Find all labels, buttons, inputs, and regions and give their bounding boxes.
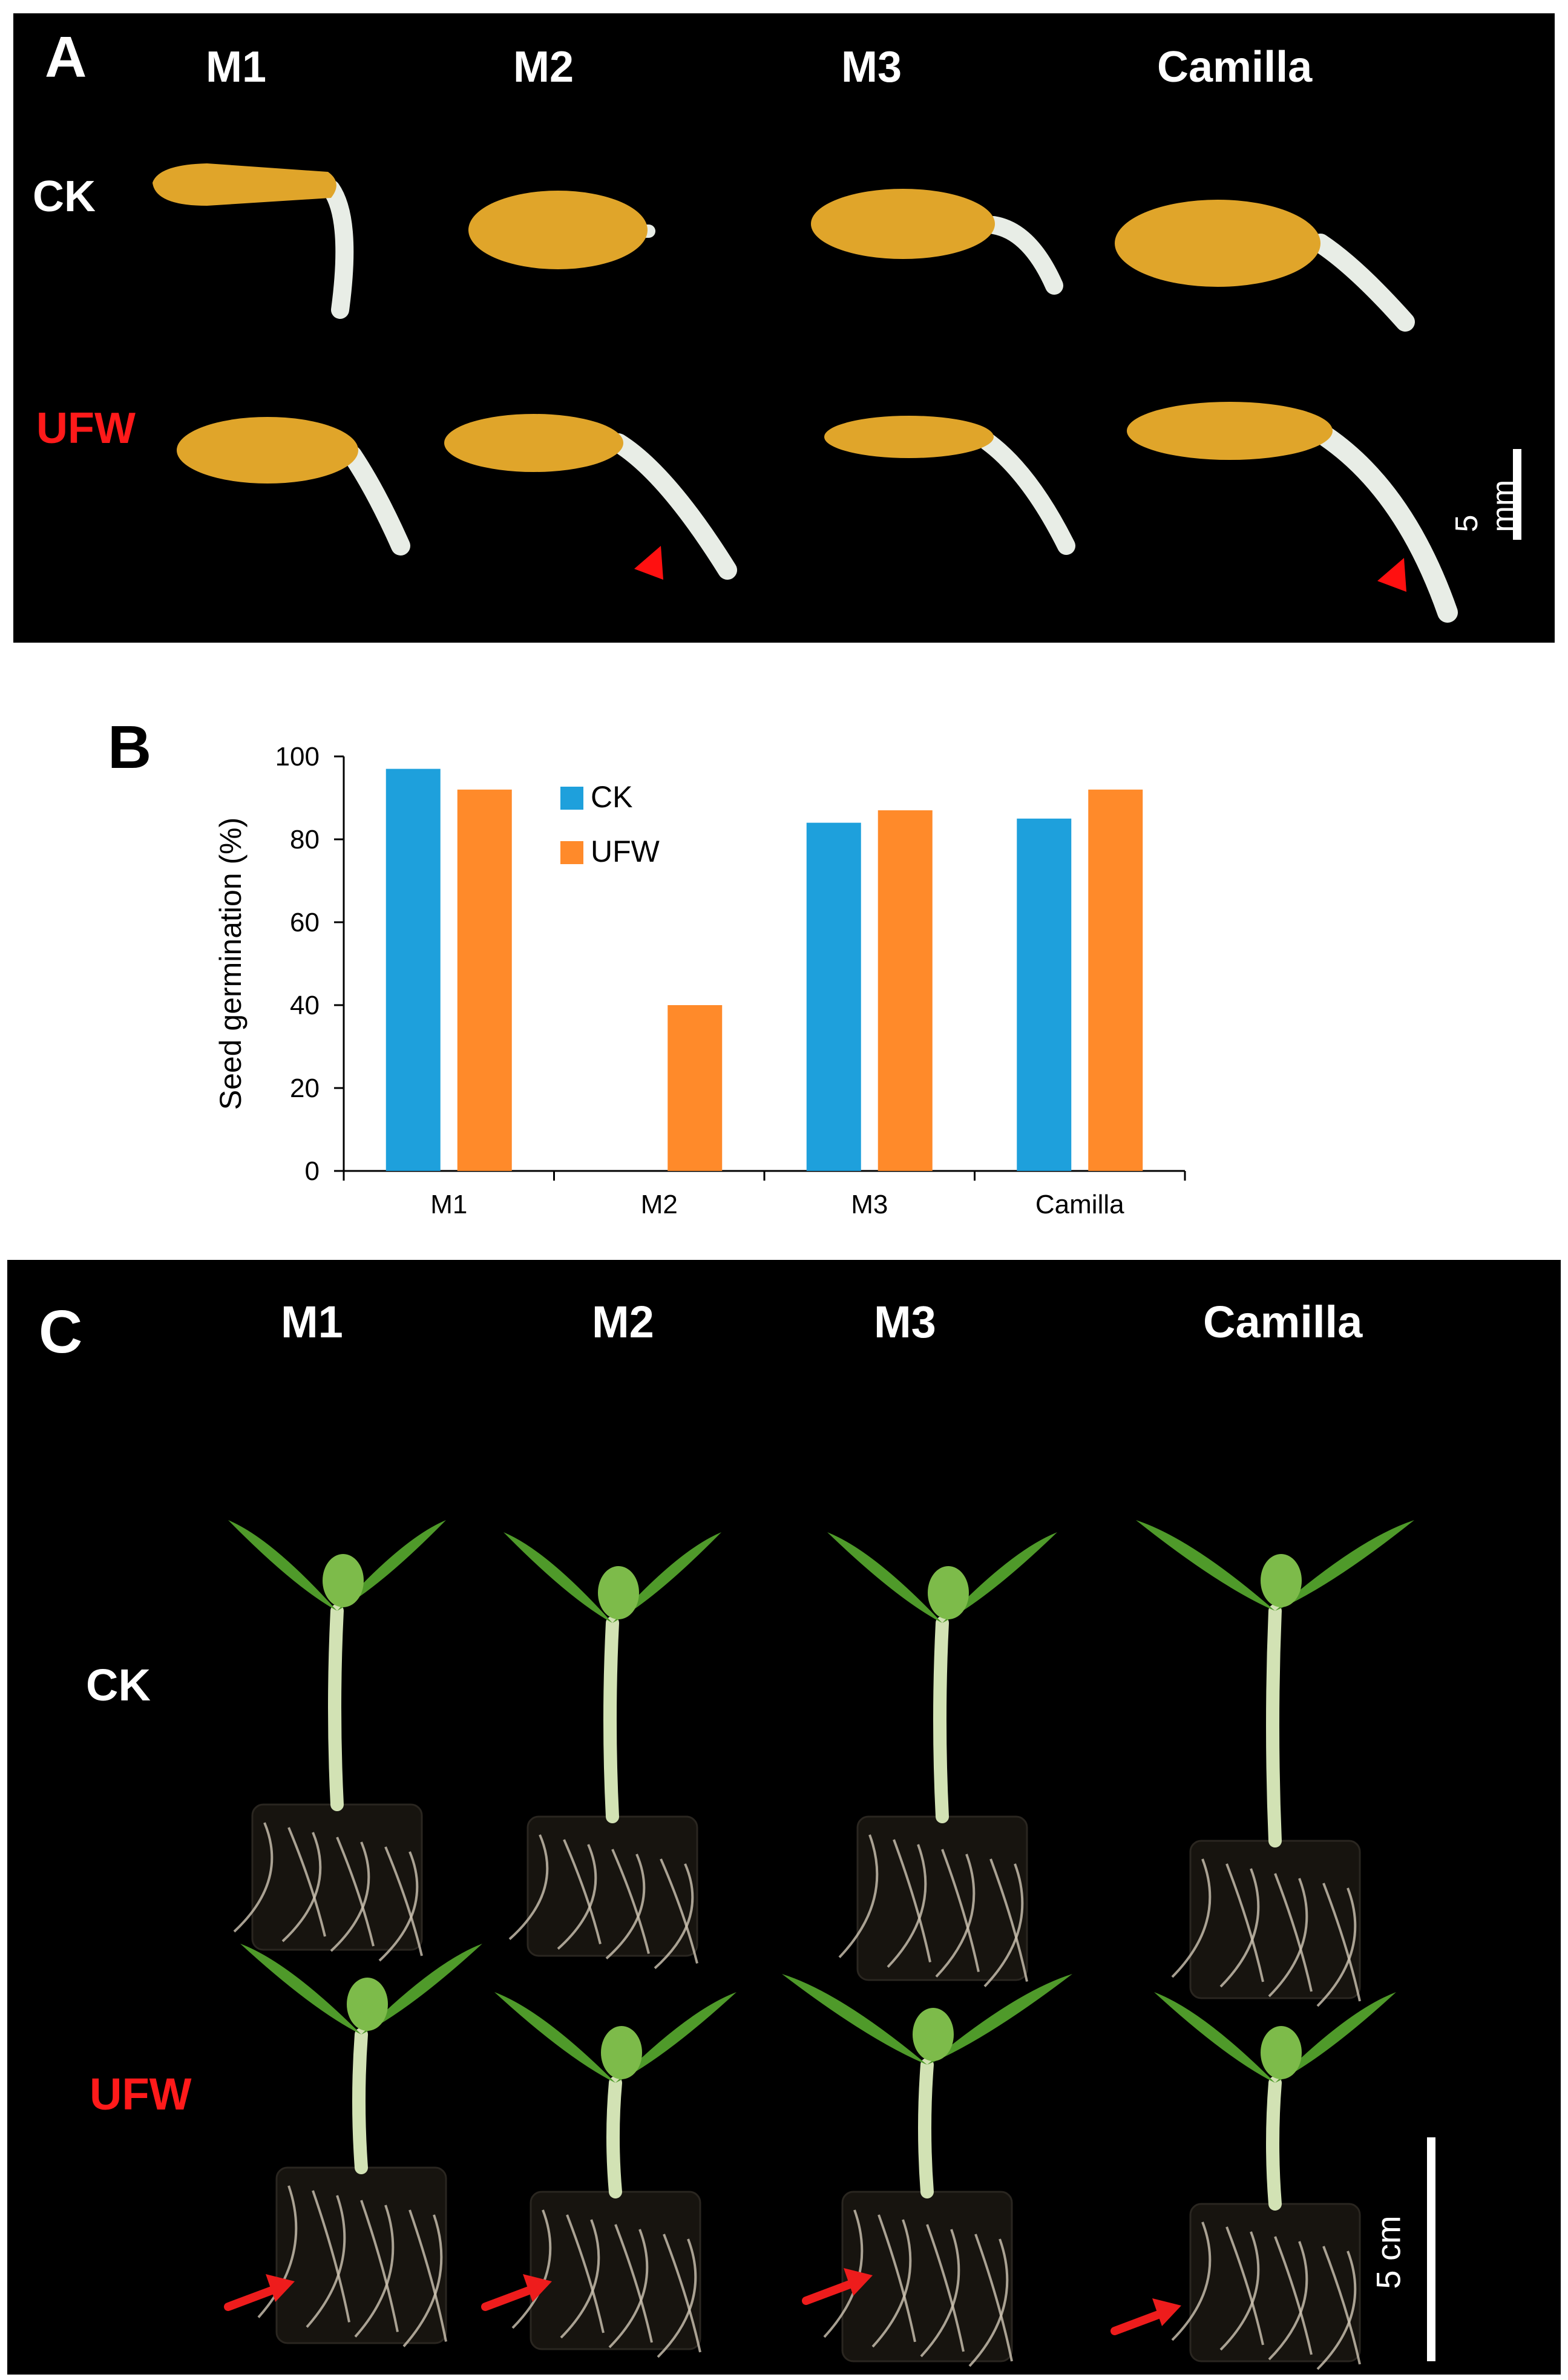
bar-ufw-camilla <box>1088 789 1143 1171</box>
x-tick-label-m1: M1 <box>430 1190 467 1219</box>
scale-bar-5mm <box>1513 449 1521 540</box>
seedling-ck-m1 <box>228 1520 446 1962</box>
seedling-ck-m2 <box>504 1532 721 1969</box>
panel-c-column-camilla: Camilla <box>1203 1297 1363 1347</box>
y-tick-label: 0 <box>305 1156 320 1186</box>
seed-ufw-camilla <box>1127 402 1458 623</box>
bar-ck-m3 <box>806 822 861 1171</box>
y-tick-label: 100 <box>275 742 320 772</box>
panel-a-letter: A <box>45 25 87 90</box>
seedling-ck-m3 <box>827 1532 1057 1987</box>
panel-b-letter: B <box>108 713 152 781</box>
x-tick-label-m2: M2 <box>641 1190 678 1219</box>
bar-ufw-m3 <box>877 810 933 1171</box>
panel-c-row-ck: CK <box>86 1660 151 1710</box>
y-tick-label: 60 <box>290 908 320 937</box>
seed-ck-camilla <box>1115 200 1415 332</box>
panel-a-row-ck: CK <box>33 172 96 221</box>
seed-ck-m3 <box>811 189 1063 295</box>
panel-a-column-camilla: Camilla <box>1157 43 1313 91</box>
legend-label-ufw: UFW <box>591 834 660 868</box>
marker-triangle-ufw-m2 <box>634 546 663 580</box>
arrow-ufw-m1 <box>224 2274 295 2311</box>
panel-c-seedling-photos: C M1 M2 M3 Camilla CK UFW 5 cm <box>7 1260 1561 2375</box>
panel-a-column-m3: M3 <box>841 43 902 91</box>
y-tick-label: 40 <box>290 991 320 1020</box>
scale-bar-5cm <box>1427 2137 1435 2361</box>
bar-ufw-m1 <box>457 789 512 1171</box>
seed-ufw-m2 <box>444 414 737 580</box>
bar-ck-camilla <box>1017 818 1072 1171</box>
panel-a-row-ufw: UFW <box>36 404 136 453</box>
seedling-ck-camilla <box>1136 1520 1414 2007</box>
y-tick-label: 20 <box>290 1074 320 1103</box>
panel-a-seed-photos: A M1 M2 M3 Camilla CK UFW <box>13 13 1555 643</box>
arrow-ufw-m3 <box>802 2268 873 2305</box>
panel-c-seedlings-illustration <box>224 1520 1435 2370</box>
marker-triangle-ufw-camilla <box>1377 558 1406 592</box>
bar-ufw-m2 <box>668 1005 723 1171</box>
panel-c-column-m1: M1 <box>281 1297 343 1347</box>
panel-c-letter: C <box>39 1298 83 1366</box>
y-tick-label: 80 <box>290 825 320 854</box>
seed-ufw-m3 <box>824 416 1075 555</box>
panel-c-row-ufw: UFW <box>90 2069 192 2119</box>
x-tick-label-m3: M3 <box>851 1190 888 1219</box>
seed-ck-m1 <box>153 163 354 319</box>
seedling-ufw-m2 <box>494 1992 736 2358</box>
panel-a-column-m1: M1 <box>206 43 267 91</box>
bar-ck-m1 <box>385 769 441 1171</box>
seedling-ufw-m1 <box>240 1944 482 2347</box>
arrow-ufw-m2 <box>481 2274 552 2311</box>
legend-label-ck: CK <box>591 780 632 814</box>
panel-a-seeds-illustration <box>153 163 1521 623</box>
panel-c-scale-label: 5 cm <box>1369 2215 1408 2289</box>
seedling-ufw-camilla <box>1154 1992 1396 2370</box>
seed-ck-m2 <box>468 191 655 269</box>
seed-ufw-m1 <box>177 417 410 556</box>
x-tick-label-camilla: Camilla <box>1035 1190 1124 1219</box>
legend-swatch-ufw <box>560 841 583 864</box>
panel-a-column-m2: M2 <box>513 43 574 91</box>
panel-c-column-m2: M2 <box>592 1297 654 1347</box>
arrow-ufw-camilla <box>1110 2298 1181 2335</box>
y-axis-label: Seed germination (%) <box>214 818 248 1110</box>
legend-swatch-ck <box>560 787 583 810</box>
panel-c-column-m3: M3 <box>874 1297 936 1347</box>
seedling-ufw-m3 <box>782 1974 1072 2367</box>
